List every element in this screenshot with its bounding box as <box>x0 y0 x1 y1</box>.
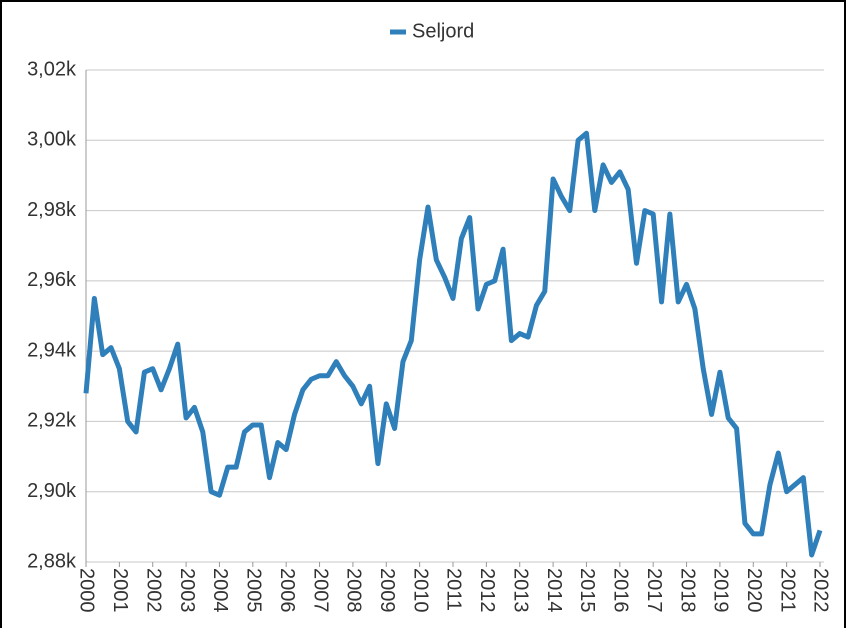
x-tick-label: 2011 <box>443 568 465 611</box>
x-tick-label: 2019 <box>710 568 732 613</box>
x-tick-label: 2001 <box>109 568 131 613</box>
x-tick-label: 2020 <box>743 568 765 613</box>
y-tick-label: 2,96k <box>27 269 77 291</box>
x-tick-label: 2010 <box>409 568 431 613</box>
x-tick-label: 2008 <box>343 568 365 613</box>
x-tick-label: 2000 <box>76 568 98 613</box>
x-tick-label: 2021 <box>776 568 798 613</box>
x-tick-label: 2022 <box>810 568 832 613</box>
x-tick-label: 2007 <box>309 568 331 613</box>
x-tick-label: 2006 <box>276 568 298 613</box>
x-tick-label: 2016 <box>610 568 632 613</box>
y-tick-label: 2,98k <box>27 199 77 221</box>
x-tick-label: 2015 <box>576 568 598 613</box>
x-tick-label: 2004 <box>209 568 231 613</box>
y-tick-label: 2,92k <box>27 410 77 432</box>
x-tick-label: 2005 <box>243 568 265 613</box>
legend-label: Seljord <box>412 20 474 42</box>
y-tick-label: 3,02k <box>27 58 77 80</box>
x-tick-label: 2013 <box>509 568 531 613</box>
y-tick-label: 3,00k <box>27 129 77 151</box>
y-tick-label: 2,94k <box>27 339 77 361</box>
line <box>83 130 823 558</box>
x-tick-label: 2009 <box>376 568 398 613</box>
x-tick-label: 2017 <box>643 568 665 613</box>
x-tick-label: 2012 <box>476 568 498 613</box>
x-tick-label: 2003 <box>176 568 198 613</box>
y-tick-label: 2,90k <box>27 480 77 502</box>
x-tick-label: 2014 <box>543 568 565 613</box>
x-tick-label: 2018 <box>676 568 698 613</box>
x-tick-label: 2002 <box>142 568 164 613</box>
y-tick-label: 2,88k <box>27 550 77 572</box>
